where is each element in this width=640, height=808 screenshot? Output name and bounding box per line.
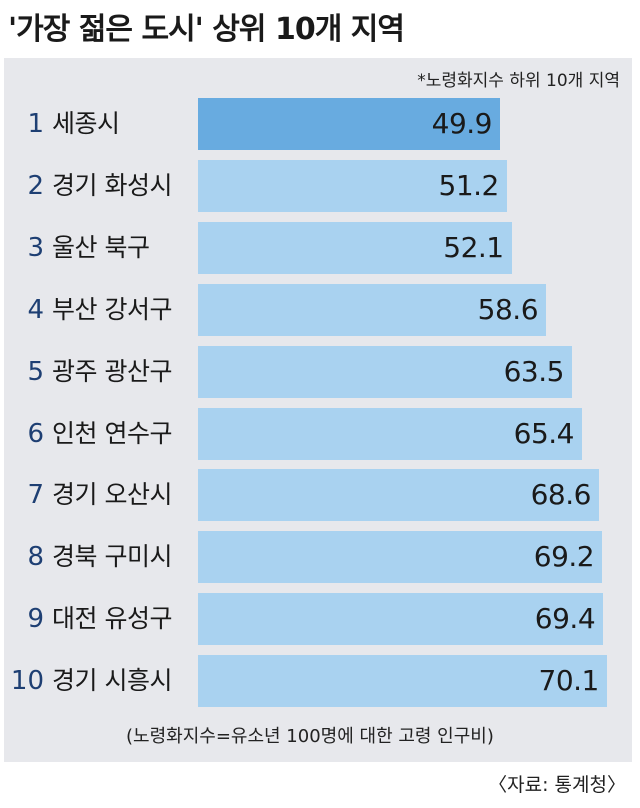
bar (198, 593, 604, 646)
rank-label: 4 (27, 294, 44, 325)
region-label: 부산 강서구 (52, 294, 172, 324)
bar (198, 531, 603, 584)
chart-title: '가장 젊은 도시' 상위 10개 지역 (8, 12, 405, 47)
rank-label: 9 (27, 604, 44, 635)
region-label: 경기 오산시 (52, 480, 172, 510)
value-label: 49.9 (431, 107, 493, 140)
region-label: 경기 시흥시 (52, 666, 172, 696)
region-label: 광주 광산구 (52, 356, 172, 386)
region-label: 세종시 (52, 109, 120, 138)
value-label: 51.2 (438, 168, 500, 202)
bar (198, 221, 512, 274)
chart-note: *노령화지수 하위 10개 지역 (417, 71, 620, 91)
region-label: 경기 화성시 (52, 170, 172, 200)
source-credit: 〈자료: 통계청〉 (488, 774, 626, 796)
rank-label: 7 (27, 480, 44, 511)
value-label: 52.1 (443, 230, 504, 264)
bar (198, 98, 500, 150)
value-label: 69.2 (533, 540, 595, 574)
bar (198, 159, 507, 212)
value-label: 58.6 (477, 292, 539, 326)
value-label: 68.6 (530, 478, 592, 512)
region-label: 경북 구미시 (52, 542, 172, 572)
bar (198, 407, 582, 460)
value-label: 65.4 (513, 416, 575, 450)
value-label: 70.1 (538, 664, 600, 698)
value-label: 63.5 (503, 354, 565, 388)
bar (198, 345, 572, 398)
region-label: 대전 유성구 (52, 604, 172, 634)
region-label: 인천 연수구 (52, 418, 172, 448)
rank-label: 3 (27, 232, 44, 263)
rank-label: 2 (27, 170, 44, 201)
rank-label: 1 (27, 109, 44, 139)
bar (198, 469, 599, 522)
rank-label: 5 (27, 356, 44, 387)
bar (198, 283, 547, 336)
rank-label: 10 (10, 666, 44, 697)
rank-label: 6 (27, 418, 44, 449)
bar (198, 655, 607, 708)
footnote: (노령화지수=유소년 100명에 대한 고령 인구비) (126, 726, 494, 747)
rank-label: 8 (27, 542, 44, 573)
region-label: 울산 북구 (52, 232, 150, 262)
value-label: 69.4 (534, 602, 596, 636)
